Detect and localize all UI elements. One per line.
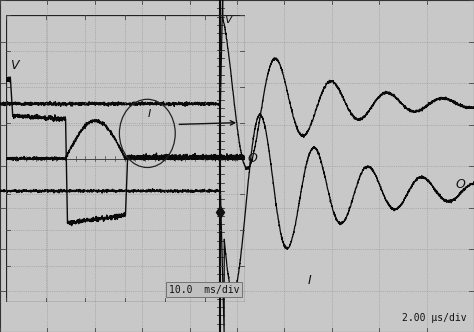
Text: O: O: [247, 152, 257, 165]
Text: I: I: [148, 109, 151, 119]
Text: O: O: [455, 178, 465, 191]
Text: 2.00 μs/div: 2.00 μs/div: [402, 313, 467, 323]
Text: V: V: [224, 15, 232, 25]
Text: 10.0  ms/div: 10.0 ms/div: [169, 285, 239, 294]
Text: I: I: [308, 274, 312, 287]
Text: V: V: [10, 59, 19, 72]
